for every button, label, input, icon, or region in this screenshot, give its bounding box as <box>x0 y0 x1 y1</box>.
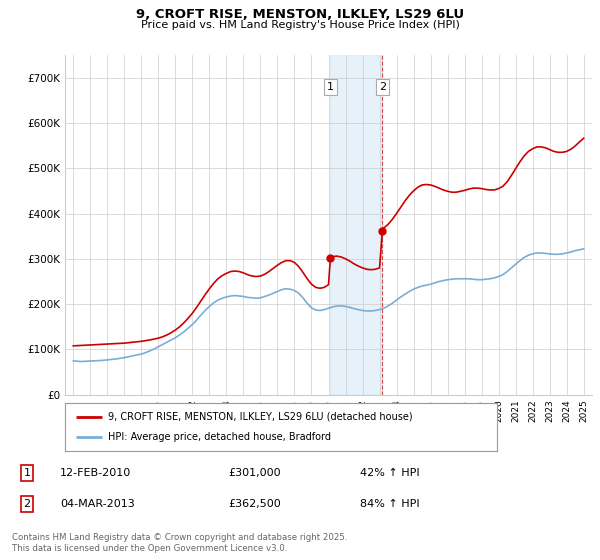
Text: 2: 2 <box>23 499 31 509</box>
Text: 1: 1 <box>23 468 31 478</box>
Text: £301,000: £301,000 <box>228 468 281 478</box>
Text: Contains HM Land Registry data © Crown copyright and database right 2025.
This d: Contains HM Land Registry data © Crown c… <box>12 533 347 553</box>
Text: 42% ↑ HPI: 42% ↑ HPI <box>360 468 419 478</box>
Text: 04-MAR-2013: 04-MAR-2013 <box>60 499 135 509</box>
Text: 9, CROFT RISE, MENSTON, ILKLEY, LS29 6LU (detached house): 9, CROFT RISE, MENSTON, ILKLEY, LS29 6LU… <box>108 412 413 422</box>
Text: 84% ↑ HPI: 84% ↑ HPI <box>360 499 419 509</box>
Text: HPI: Average price, detached house, Bradford: HPI: Average price, detached house, Brad… <box>108 432 331 442</box>
Text: 12-FEB-2010: 12-FEB-2010 <box>60 468 131 478</box>
Text: 1: 1 <box>327 82 334 92</box>
Bar <box>331 55 382 395</box>
Text: 2: 2 <box>379 82 386 92</box>
Text: £362,500: £362,500 <box>228 499 281 509</box>
Text: 9, CROFT RISE, MENSTON, ILKLEY, LS29 6LU: 9, CROFT RISE, MENSTON, ILKLEY, LS29 6LU <box>136 8 464 21</box>
Text: Price paid vs. HM Land Registry's House Price Index (HPI): Price paid vs. HM Land Registry's House … <box>140 20 460 30</box>
